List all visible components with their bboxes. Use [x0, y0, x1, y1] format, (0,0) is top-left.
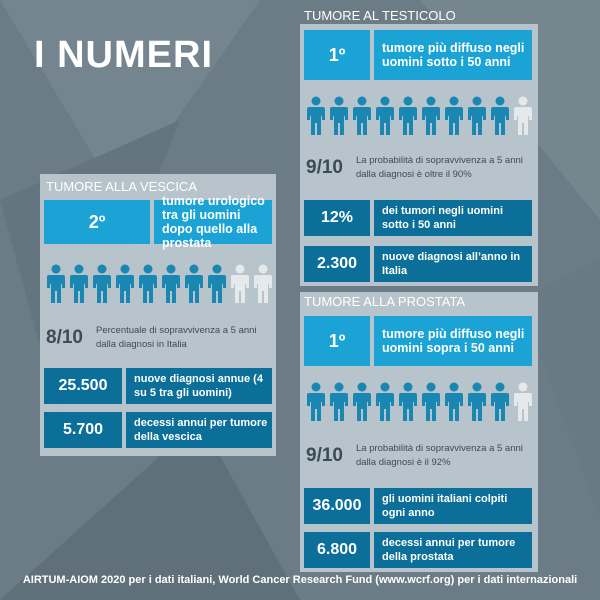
survival-row: 9/10 La probabilità di sopravvivenza a 5… [306, 442, 528, 470]
rank-row: 1º tumore più diffuso negli uomini sopra… [304, 316, 532, 366]
affected-row: 36.000 gli uomini italiani colpiti ogni … [304, 488, 532, 524]
person-icon-highlighted [490, 96, 510, 136]
panel-testicolo-body: 1º tumore più diffuso negli uomini sotto… [300, 24, 538, 286]
rank-value: 2º [44, 200, 150, 244]
person-icon-highlighted [490, 382, 510, 422]
rank-text: tumore più diffuso negli uomini sotto i … [374, 30, 532, 80]
diagnoses-row: 25.500 nuove diagnosi annue (4 su 5 tra … [44, 368, 272, 404]
survival-row: 8/10 Percentuale di sopravvivenza a 5 an… [46, 324, 266, 352]
person-icon-highlighted [138, 264, 158, 304]
survival-ratio: 9/10 [306, 445, 343, 466]
deaths-text: decessi annui per tumore della prostata [374, 532, 532, 568]
survival-ratio: 9/10 [306, 157, 343, 178]
person-icon-highlighted [421, 382, 441, 422]
person-icon [513, 382, 533, 422]
diagnoses-text: nuove diagnosi all’anno in Italia [374, 246, 532, 282]
person-icon-highlighted [467, 96, 487, 136]
panel-prostata: TUMORE ALLA PROSTATA 1º tumore più diffu… [300, 292, 538, 572]
person-icon-highlighted [467, 382, 487, 422]
diagnoses-value: 25.500 [44, 368, 122, 404]
panel-header: TUMORE AL TESTICOLO [304, 8, 456, 23]
person-icon [253, 264, 273, 304]
panel-header: TUMORE ALLA VESCICA [46, 179, 197, 194]
person-icon-highlighted [352, 382, 372, 422]
percent-value: 12% [304, 200, 370, 236]
diagnoses-row: 2.300 nuove diagnosi all’anno in Italia [304, 246, 532, 282]
person-icon [513, 96, 533, 136]
person-icon-highlighted [207, 264, 227, 304]
survival-text: Percentuale di sopravvivenza a 5 anni da… [96, 325, 257, 350]
percent-text: dei tumori negli uomini sotto i 50 anni [374, 200, 532, 236]
person-icon-highlighted [444, 382, 464, 422]
survival-ratio: 8/10 [46, 327, 83, 348]
person-icon-highlighted [115, 264, 135, 304]
person-icon-highlighted [69, 264, 89, 304]
person-icon-highlighted [375, 96, 395, 136]
person-icon [230, 264, 250, 304]
people-icons [306, 382, 533, 422]
rank-value: 1º [304, 30, 370, 80]
person-icon-highlighted [352, 96, 372, 136]
person-icon-highlighted [444, 96, 464, 136]
affected-value: 36.000 [304, 488, 370, 524]
rank-row: 1º tumore più diffuso negli uomini sotto… [304, 30, 532, 80]
person-icon-highlighted [329, 96, 349, 136]
percent-row: 12% dei tumori negli uomini sotto i 50 a… [304, 200, 532, 236]
rank-row: 2º tumore urologico tra gli uomini dopo … [44, 194, 272, 250]
person-icon-highlighted [398, 96, 418, 136]
panel-vescica: TUMORE ALLA VESCICA 2º tumore urologico … [40, 174, 276, 456]
survival-row: 9/10 La probabilità di sopravvivenza a 5… [306, 154, 528, 182]
person-icon-highlighted [92, 264, 112, 304]
rank-text: tumore urologico tra gli uomini dopo que… [154, 194, 272, 250]
survival-text: La probabilità di sopravvivenza a 5 anni… [356, 155, 523, 180]
person-icon-highlighted [306, 382, 326, 422]
person-icon-highlighted [398, 382, 418, 422]
diagnoses-text: nuove diagnosi annue (4 su 5 tra gli uom… [126, 368, 272, 404]
deaths-row: 6.800 decessi annui per tumore della pro… [304, 532, 532, 568]
person-icon-highlighted [329, 382, 349, 422]
person-icon-highlighted [161, 264, 181, 304]
person-icon-highlighted [421, 96, 441, 136]
deaths-value: 6.800 [304, 532, 370, 568]
person-icon-highlighted [46, 264, 66, 304]
rank-text: tumore più diffuso negli uomini sopra i … [374, 316, 532, 366]
survival-text: La probabilità di sopravvivenza a 5 anni… [356, 443, 523, 468]
affected-text: gli uomini italiani colpiti ogni anno [374, 488, 532, 524]
deaths-text: decessi annui per tumore della vescica [126, 412, 272, 448]
deaths-row: 5.700 decessi annui per tumore della ves… [44, 412, 272, 448]
panel-header: TUMORE ALLA PROSTATA [304, 294, 466, 309]
person-icon-highlighted [184, 264, 204, 304]
people-icons [46, 264, 273, 304]
footer-source: AIRTUM-AIOM 2020 per i dati italiani, Wo… [22, 574, 578, 586]
page-title: I NUMERI [34, 34, 213, 76]
deaths-value: 5.700 [44, 412, 122, 448]
rank-value: 1º [304, 316, 370, 366]
panel-testicolo: TUMORE AL TESTICOLO [300, 8, 538, 288]
person-icon-highlighted [375, 382, 395, 422]
person-icon-highlighted [306, 96, 326, 136]
people-icons [306, 96, 533, 136]
diagnoses-value: 2.300 [304, 246, 370, 282]
